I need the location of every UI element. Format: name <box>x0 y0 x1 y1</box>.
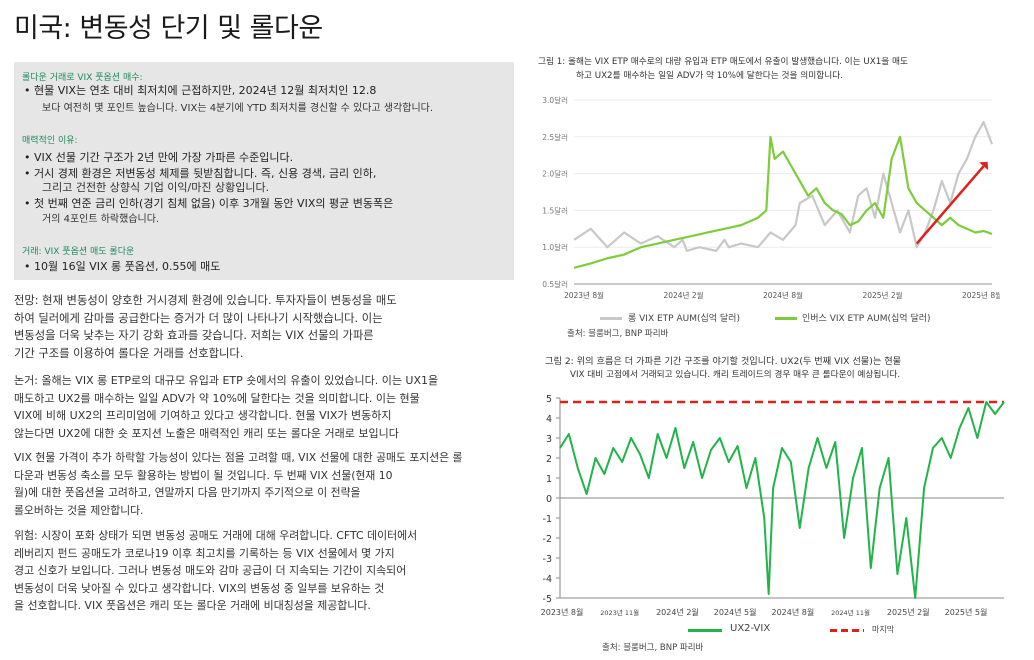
paragraph-line: 매도하고 UX2를 매수하는 일일 ADV가 약 10%에 달한다는 것을 의미… <box>14 391 420 405</box>
paragraph-line: 롤오버하는 것을 제안합니다. <box>14 503 144 517</box>
y-tick-label: -3 <box>543 554 552 565</box>
y-tick-label: 3.0달러 <box>542 96 568 105</box>
legend-last-swatch <box>830 629 864 632</box>
series-inverse-vix-line <box>573 135 993 269</box>
x-tick-label: 2023년 8월 <box>541 607 584 617</box>
y-tick-label: 2.0달러 <box>542 170 568 179</box>
bullet-fed-cut-cont: 거의 4포인트 하락했습니다. <box>42 214 160 225</box>
paragraph-line: 위험: 시장이 포화 상태가 되면 변동성 공매도 거래에 대해 우려합니다. … <box>14 529 418 542</box>
y-tick-label: 4 <box>546 414 552 425</box>
paragraph-strategy: VIX 현물 가격이 추가 하락할 가능성이 있다는 점을 고려할 때, VIX… <box>14 449 514 519</box>
x-tick-label: 2024년 8월 <box>763 290 803 300</box>
y-tick-label: -1 <box>543 514 552 525</box>
legend-long: 롱 VIX ETP AUM(십억 달러) <box>628 314 740 324</box>
legend-ux2-swatch <box>688 629 722 632</box>
chart2-caption: 그림 2: 위의 흐름은 더 가파른 기간 구조를 야기할 것입니다. UX2(… <box>545 356 902 367</box>
chart1-caption-cont: 하고 UX2를 매수하는 일일 ADV가 약 10%에 달한다는 것을 의미합니… <box>576 71 844 81</box>
y-tick-label: 0.5달러 <box>542 280 568 289</box>
section-header-reasons: 매력적인 이유: <box>22 136 78 146</box>
paragraph-line: 전망: 현재 변동성이 양호한 거시경제 환경에 있습니다. 투자자들이 변동성… <box>14 294 397 307</box>
paragraph-line: 논거: 올해는 VIX 롱 ETP로의 대규모 유입과 ETP 숏에서의 유출이… <box>14 374 439 387</box>
paragraph-line: 기간 구조를 이용하여 롤다운 거래를 선호합니다. <box>14 346 244 360</box>
x-tick-label: 2025년 2월 <box>862 290 902 300</box>
trend-arrow-head <box>979 161 989 171</box>
paragraph-line: 변동성을 더욱 낮추는 자기 강화 효과를 갖습니다. 저희는 VIX 선물의 … <box>14 329 374 342</box>
bullet-term-structure: • VIX 선물 기간 구조가 2년 만에 가장 가파른 수준입니다. <box>24 151 294 164</box>
section-header-trade: 거래: VIX 풋옵션 매도 롤다운 <box>22 247 135 257</box>
y-tick-label: 1.5달러 <box>542 206 568 215</box>
y-tick-label: -5 <box>543 594 552 605</box>
x-tick-label: 2025년 5월 <box>945 607 988 617</box>
chart2-source: 출처: 블룸버그, BNP 파리바 <box>602 643 704 653</box>
y-tick-label: 3 <box>546 434 552 445</box>
y-tick-label: 1 <box>546 474 552 485</box>
bullet-spot-vix-cont: 보다 여전히 몇 포인트 높습니다. VIX는 4분기에 YTD 최저치를 경신… <box>42 103 434 114</box>
paragraph-line: 하여 딜러에게 감마를 공급한다는 증거가 더 많이 나타나기 시작했습니다. … <box>14 311 383 325</box>
x-tick-label: 2023년 8월 <box>564 290 604 300</box>
summary-box: 롤다운 거래로 VIX 풋옵션 매수: • 현물 VIX는 연초 대비 최저치에… <box>14 62 514 280</box>
chart2-caption-cont: VIX 대비 고점에서 거래되고 있습니다. 캐리 트레이드의 경우 매우 큰 … <box>570 370 901 380</box>
paragraph-line: 경고 신호가 보입니다. 그러나 변동성 매도와 감마 공급이 더 지속되는 기… <box>14 564 407 577</box>
page-title: 미국: 변동성 단기 및 롤다운 <box>14 13 323 44</box>
x-tick-label: 2024년 5월 <box>714 607 757 617</box>
bullet-spot-vix: • 현물 VIX는 연초 대비 최저치에 근접하지만, 2024년 12월 최저… <box>24 84 377 97</box>
bullet-macro-cont: 그리고 건전한 상향식 기업 이익/마진 상황입니다. <box>42 181 270 194</box>
x-tick-label: 2024년 8월 <box>771 607 814 617</box>
bullet-fed-cut: • 첫 번째 연준 금리 인하(경기 침체 없음) 이후 3개월 동안 VIX의… <box>24 197 394 210</box>
chart2-area: 5 4 3 2 1 0 -1 -2 -3 -4 -5 2023년 8월 2023년 11월 2024년 2… <box>541 394 1005 617</box>
paragraph-line: 않는다면 UX2에 대한 숏 포지션 노출은 매력적인 캐리 또는 롤다운 거래… <box>14 426 399 440</box>
trend-arrow-line <box>915 165 985 245</box>
paragraph-line: 레버리지 펀드 공매도가 코로나19 이후 최고치를 기록하는 등 VIX 선물… <box>14 546 395 560</box>
x-tick-label: 2025년 8월 <box>962 290 1000 300</box>
legend-ux2: UX2-VIX <box>730 623 771 634</box>
paragraph-line: 변동성이 더욱 낮아질 수 있다고 생각합니다. VIX의 변동성 중 일부를 … <box>14 581 385 595</box>
bullet-macro: • 거시 경제 환경은 저변동성 체제를 뒷받침합니다. 즉, 신용 경색, 금… <box>24 167 377 180</box>
legend-inverse: 인버스 VIX ETP AUM(십억 달러) <box>802 314 931 324</box>
x-tick-label: 2024년 2월 <box>656 607 699 617</box>
y-tick-label: 5 <box>546 394 552 405</box>
paragraph-line: VIX에 비해 UX2의 프리미엄에 기여하고 있다고 생각합니다. 현물 VI… <box>14 409 392 422</box>
series-long-vix-line <box>573 120 994 252</box>
series-ux2-vix-line <box>559 401 1005 599</box>
chart1-caption: 그림 1: 올해는 VIX ETP 매수로의 대량 유입과 ETP 매도에서 유… <box>538 57 908 67</box>
x-tick-label: 2023년 11월 <box>600 608 639 617</box>
y-tick-label: 1.0달러 <box>542 243 568 252</box>
paragraph-risk: 위험: 시장이 포화 상태가 되면 변동성 공매도 거래에 대해 우려합니다. … <box>14 527 514 615</box>
paragraph-line: 을 선호합니다. VIX 풋옵션은 캐리 또는 롤다운 거래에 비대칭성을 제공… <box>14 599 371 612</box>
paragraph-line: VIX 현물 가격이 추가 하락할 가능성이 있다는 점을 고려할 때, VIX… <box>14 451 463 464</box>
y-tick-label: 2 <box>546 454 552 465</box>
section-header-trade-idea: 롤다운 거래로 VIX 풋옵션 매수: <box>22 73 143 83</box>
legend-long-swatch <box>600 317 622 320</box>
legend-last: 마지막 <box>872 625 895 634</box>
y-tick-label: -2 <box>543 534 552 545</box>
paragraph-outlook: 전망: 현재 변동성이 양호한 거시경제 환경에 있습니다. 투자자들이 변동성… <box>14 292 514 362</box>
paragraph-line: 다운과 변동성 축소를 모두 활용하는 방법이 될 것입니다. 두 번째 VIX… <box>14 468 393 482</box>
y-tick-label: 0 <box>546 494 552 505</box>
x-tick-label: 2024년 2월 <box>663 290 703 300</box>
x-tick-label: 2025년 2월 <box>887 607 930 617</box>
x-tick-label: 2024년 11월 <box>831 608 870 617</box>
legend-inverse-swatch <box>775 317 797 320</box>
bullet-trade: • 10월 16일 VIX 롱 풋옵션, 0.55에 매도 <box>24 260 221 273</box>
y-tick-label: -4 <box>543 574 552 585</box>
y-tick-label: 2.5달러 <box>542 133 568 142</box>
paragraph-line: 월)에 대한 풋옵션을 고려하고, 연말까지 다음 만기까지 주기적으로 이 전… <box>14 486 361 499</box>
paragraph-argument: 논거: 올해는 VIX 롱 ETP로의 대규모 유입과 ETP 숏에서의 유출이… <box>14 372 514 442</box>
chart1-source: 출처: 블룸버그, BNP 파리바 <box>567 329 669 339</box>
